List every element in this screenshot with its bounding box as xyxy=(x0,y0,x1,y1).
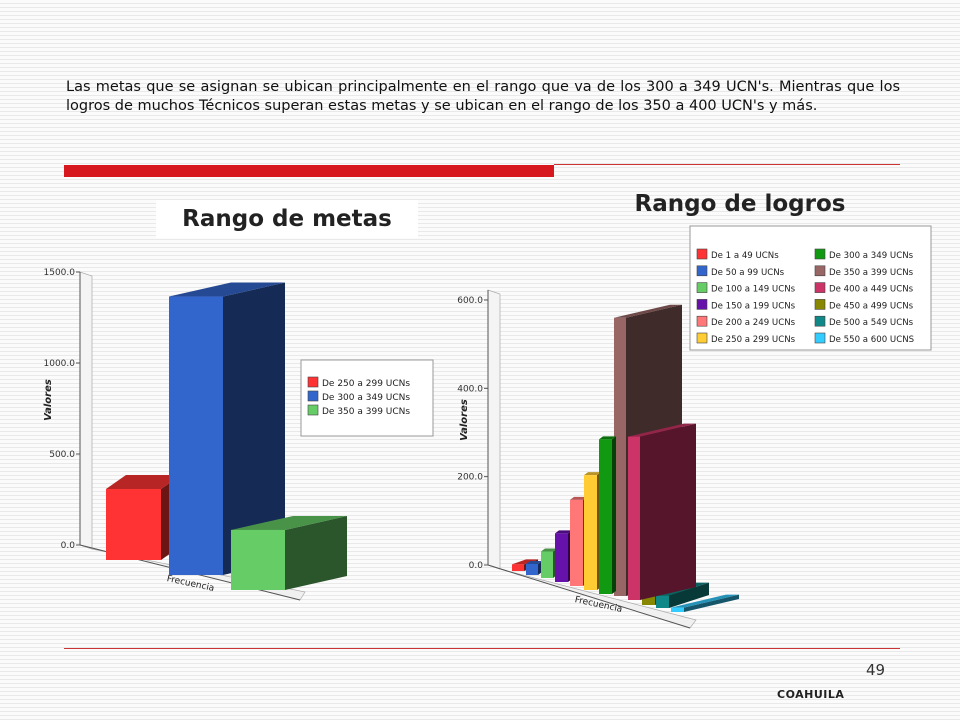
metas-back-wall xyxy=(79,271,93,550)
logros-legend-label: De 450 a 499 UCNs xyxy=(829,301,914,311)
logros-bar-front xyxy=(555,533,568,582)
logros-legend-swatch xyxy=(696,299,708,310)
divider-line-bottom xyxy=(64,648,900,649)
intro-paragraph: Las metas que se asignan se ubican princ… xyxy=(66,79,900,114)
metas-legend-swatch xyxy=(307,390,319,402)
metas-legend-swatch xyxy=(307,404,319,416)
logros-legend-swatch xyxy=(814,265,826,277)
logros-bar-front xyxy=(584,475,597,590)
logros-legend-swatch xyxy=(814,315,826,327)
logros-legend-label: De 300 a 349 UCNs xyxy=(829,251,914,261)
logros-bar-top xyxy=(526,560,542,564)
logros-legend-label: De 50 a 99 UCNs xyxy=(711,268,785,278)
logros-legend-label: De 1 a 49 UCNs xyxy=(711,251,779,261)
logros-bar-top xyxy=(512,559,538,565)
logros-legend-label: De 150 a 199 UCNs xyxy=(711,301,796,311)
logros-bar-top xyxy=(628,423,696,437)
logros-legend-label: De 350 a 399 UCNs xyxy=(829,268,914,278)
logros-y-tick-label: 0.0 xyxy=(469,561,484,571)
logros-bar-side xyxy=(612,436,616,594)
logros-legend-label: De 200 a 249 UCNs xyxy=(711,318,796,328)
logros-legend-label: De 250 a 299 UCNs xyxy=(711,335,796,345)
metas-legend-label: De 350 a 399 UCNs xyxy=(322,407,410,417)
logros-bar-top xyxy=(599,436,616,440)
logros-bar-front xyxy=(541,551,553,578)
logros-legend-swatch xyxy=(696,265,708,277)
metas-bar-top xyxy=(106,475,181,490)
logros-bar-top xyxy=(570,496,587,500)
chart-title-metas: Rango de metas xyxy=(156,200,418,238)
logros-y-tick-label: 200.0 xyxy=(457,473,483,483)
logros-legend-swatch xyxy=(814,299,826,310)
logros-bar-front xyxy=(570,499,583,586)
logros-y-axis-label: Valores xyxy=(459,399,470,441)
metas-y-tick-label: 500.0 xyxy=(49,450,75,460)
logros-legend-swatch xyxy=(696,315,708,327)
logros-bar-front xyxy=(614,317,626,596)
logros-bar-front xyxy=(526,563,538,575)
logros-legend-swatch xyxy=(696,332,708,344)
metas-legend-swatch xyxy=(307,376,319,388)
logros-bar-front xyxy=(599,439,612,594)
logros-legend-swatch xyxy=(696,282,708,293)
metas-y-tick-label: 0.0 xyxy=(61,541,76,551)
chart-title-logros: Rango de logros xyxy=(634,191,846,217)
metas-y-tick-label: 1000.0 xyxy=(44,359,76,369)
chart-metas: 0.0500.01000.01500.0ValoresFrecuenciaDe … xyxy=(43,268,434,601)
logros-legend-swatch xyxy=(814,282,826,293)
logros-bar-top xyxy=(555,530,572,534)
metas-bar-front xyxy=(231,529,285,590)
metas-bar-top xyxy=(169,282,285,297)
metas-y-tick-label: 1500.0 xyxy=(44,268,76,278)
logros-y-tick-label: 600.0 xyxy=(457,296,483,306)
footer-label: COAHUILA xyxy=(777,688,845,701)
logros-legend-swatch xyxy=(814,332,826,344)
metas-legend-label: De 250 a 299 UCNs xyxy=(322,379,410,389)
metas-bar-side xyxy=(223,282,285,575)
logros-bar-front xyxy=(671,607,684,612)
logros-legend-swatch xyxy=(814,248,826,260)
metas-bar-front xyxy=(169,296,223,575)
logros-legend-label: De 550 a 600 UCNS xyxy=(829,335,914,345)
metas-y-axis-label: Valores xyxy=(43,379,54,421)
logros-bar-top xyxy=(584,472,601,476)
logros-legend-label: De 500 a 549 UCNs xyxy=(829,318,914,328)
logros-bar-front xyxy=(628,436,640,600)
logros-legend-label: De 400 a 449 UCNs xyxy=(829,285,914,295)
logros-bar-side xyxy=(669,582,709,608)
logros-legend-label: De 100 a 149 UCNs xyxy=(711,285,796,295)
page-number: 49 xyxy=(866,661,886,679)
logros-bar-top xyxy=(671,594,739,608)
red-divider-bar xyxy=(64,165,554,177)
logros-bar-top xyxy=(541,548,557,552)
metas-legend xyxy=(300,359,434,437)
metas-bar-top xyxy=(231,515,347,530)
logros-bar-top xyxy=(614,304,682,318)
logros-bar-side xyxy=(640,423,696,600)
logros-bar-front xyxy=(512,564,524,571)
logros-bar-side xyxy=(684,594,739,612)
metas-bar-front xyxy=(106,489,161,560)
logros-legend xyxy=(689,225,932,351)
logros-y-tick-label: 400.0 xyxy=(457,384,483,394)
logros-bar-front xyxy=(656,595,669,608)
logros-legend-swatch xyxy=(696,248,708,260)
metas-legend-label: De 300 a 349 UCNs xyxy=(322,393,410,403)
divider-line-top xyxy=(554,164,900,165)
metas-bar-side xyxy=(285,515,347,590)
logros-x-axis xyxy=(487,564,691,629)
logros-back-wall xyxy=(487,289,501,570)
